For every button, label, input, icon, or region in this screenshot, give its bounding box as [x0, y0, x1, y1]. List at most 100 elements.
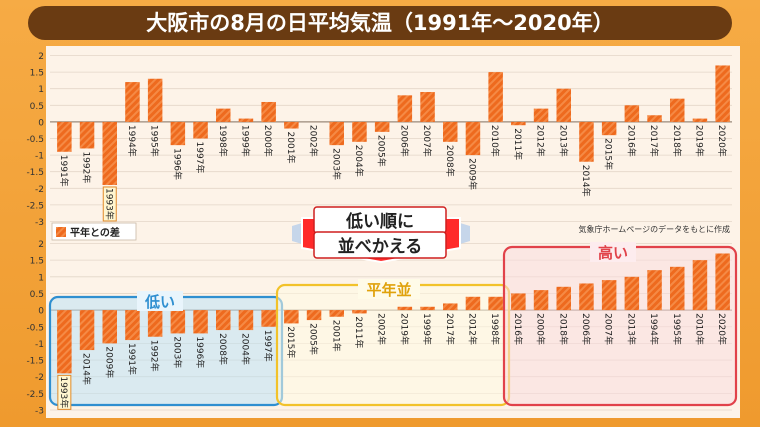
- bar: [170, 121, 186, 146]
- bar: [125, 82, 140, 122]
- legend-label: 平年との差: [70, 226, 120, 239]
- x-tick-label: 2002年: [308, 125, 320, 157]
- x-tick-label: 1998年: [489, 313, 501, 345]
- bar: [533, 290, 549, 311]
- bar: [670, 98, 685, 122]
- bar: [261, 310, 276, 327]
- x-tick-label: 2017年: [648, 125, 660, 157]
- bar: [511, 121, 526, 126]
- bar: [147, 310, 163, 337]
- x-tick-label: 1996年: [194, 336, 206, 368]
- x-tick-label: 1992年: [149, 340, 161, 372]
- y-tick-label: -0.5: [26, 135, 44, 145]
- bar: [443, 121, 458, 142]
- group-label-mid: 平年並: [366, 281, 411, 299]
- bar: [715, 253, 730, 311]
- x-tick-label: 2012年: [466, 313, 478, 345]
- x-tick-label: 2009年: [466, 158, 478, 190]
- y-tick-label: -1.5: [26, 357, 44, 367]
- x-tick-label: 1995年: [671, 313, 683, 345]
- chart-title: 大阪市の8月の日平均気温（1991年～2020年）: [146, 11, 614, 35]
- x-tick-label: 2002年: [376, 313, 388, 345]
- bar: [511, 293, 526, 311]
- x-tick-label: 2014年: [81, 353, 93, 385]
- bar: [193, 121, 208, 139]
- x-tick-label: 2019年: [398, 313, 410, 345]
- x-tick-label: 2005年: [376, 135, 388, 167]
- group-label-high: 高い: [598, 244, 628, 262]
- x-tick-label: 2011年: [353, 316, 365, 348]
- bar: [601, 280, 617, 311]
- bar: [306, 310, 322, 321]
- x-tick-label: 1999年: [239, 125, 251, 157]
- bar: [647, 270, 662, 311]
- bar: [647, 115, 662, 122]
- x-tick-label: 1997年: [262, 330, 274, 362]
- bar: [556, 88, 571, 122]
- title-bar: 大阪市の8月の日平均気温（1991年～2020年）: [28, 6, 732, 40]
- bar: [79, 121, 95, 149]
- y-tick-label: 1.5: [30, 69, 44, 79]
- high-group-box-label-bg: [590, 242, 636, 262]
- bar: [57, 310, 72, 374]
- bar: [579, 121, 594, 162]
- callout-line2-bg: [313, 231, 447, 259]
- bar: [533, 108, 549, 122]
- low-group-box-label-bg: [137, 291, 183, 311]
- x-tick-label: 1993年: [58, 376, 70, 408]
- x-tick-label: 2013年: [625, 313, 637, 345]
- y-tick-label: -2: [35, 373, 44, 383]
- x-tick-label: 2003年: [171, 336, 183, 368]
- bar: [488, 296, 503, 311]
- x-tick-label: 2010年: [489, 125, 501, 157]
- bar: [216, 310, 231, 331]
- x-tick-label: 2004年: [239, 333, 251, 365]
- bar: [465, 121, 481, 156]
- y-tick-label: -2.5: [26, 201, 44, 211]
- y-tick-label: -2.5: [26, 390, 44, 400]
- x-tick-label: 2008年: [217, 333, 229, 365]
- bar: [79, 310, 95, 351]
- bar: [420, 92, 435, 122]
- bar: [624, 105, 640, 122]
- y-tick-label: -3: [35, 218, 44, 228]
- x-tick-label: 1997年: [194, 142, 206, 174]
- x-tick-label: 2008年: [444, 145, 456, 177]
- y-tick-label: 0.5: [30, 290, 44, 300]
- bar: [102, 310, 117, 344]
- x-tick-label: 1991年: [58, 155, 70, 187]
- y-tick-label: -0.5: [26, 323, 44, 333]
- x-tick-label: 2020年: [716, 125, 728, 157]
- x-tick-label: 2004年: [353, 145, 365, 177]
- bar: [238, 118, 254, 122]
- bar: [556, 286, 571, 311]
- bar: [670, 266, 685, 311]
- bar: [284, 121, 299, 129]
- group-label-low: 低い: [144, 293, 175, 311]
- y-tick-label: 1: [38, 85, 44, 95]
- bar: [692, 260, 708, 311]
- y-tick-label: 1: [38, 273, 44, 283]
- bar: [692, 118, 708, 122]
- x-tick-label: 1998年: [217, 125, 229, 157]
- x-tick-label: 2011年: [512, 128, 524, 160]
- bar: [374, 121, 390, 132]
- mid-group-box-label-bg: [358, 279, 420, 299]
- bar: [488, 72, 503, 122]
- bar: [715, 65, 730, 122]
- x-tick-label: 2012年: [535, 125, 547, 157]
- y-tick-label: 1.5: [30, 257, 44, 267]
- x-tick-label: 2019年: [693, 125, 705, 157]
- x-tick-label: 2010年: [693, 313, 705, 345]
- x-tick-label: 2006年: [580, 313, 592, 345]
- bar: [465, 296, 481, 311]
- bar: [125, 310, 140, 341]
- highlight-1993-box: [102, 186, 117, 222]
- source-note: 気象庁ホームページのデータをもとに作成: [579, 224, 730, 234]
- bar: [329, 121, 344, 146]
- highlight-1993-box: [57, 374, 72, 410]
- x-tick-label: 2016年: [512, 313, 524, 345]
- callout-arrow-right: [460, 223, 470, 244]
- x-tick-label: 2005年: [308, 323, 320, 355]
